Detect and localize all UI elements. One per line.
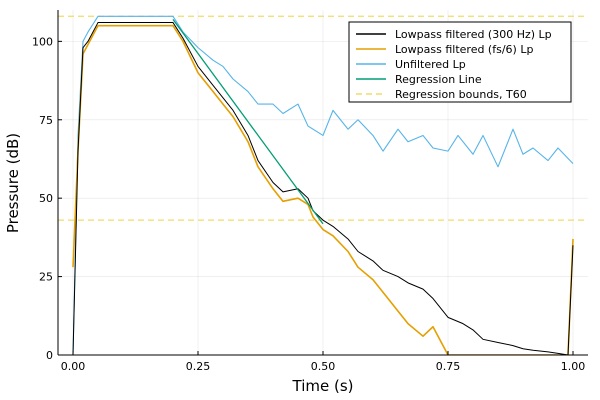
x-axis-label: Time (s)	[292, 377, 354, 395]
lowpass-300hz-line	[72, 22, 574, 355]
legend-entry-unfiltered: Unfiltered Lp	[356, 58, 466, 71]
x-tick-label: 0.00	[61, 360, 86, 373]
y-tick-label: 75	[39, 114, 53, 127]
legend: Lowpass filtered (300 Hz) Lp Lowpass filt…	[348, 21, 572, 103]
regression-line	[172, 19, 324, 225]
legend-box	[348, 21, 572, 103]
y-tick-label: 100	[32, 35, 53, 48]
x-tick-label: 0.25	[186, 360, 211, 373]
series-group	[58, 15, 588, 355]
plot-area	[58, 15, 588, 355]
legend-entry-lowpass-fs6: Lowpass filtered (fs/6) Lp	[356, 43, 533, 56]
legend-entry-regression-bounds: Regression bounds, T60	[356, 88, 527, 101]
x-tick-label: 0.75	[436, 360, 461, 373]
unfiltered-line	[72, 15, 574, 355]
y-ticks: 0 25 50 75 100	[32, 35, 62, 362]
x-ticks: 0.00 0.25 0.50 0.75 1.00	[61, 351, 586, 373]
legend-label: Lowpass filtered (fs/6) Lp	[395, 43, 533, 56]
legend-entry-regression-line: Regression Line	[356, 73, 482, 86]
legend-label: Regression Line	[395, 73, 482, 86]
y-tick-label: 25	[39, 271, 53, 284]
legend-label: Regression bounds, T60	[395, 88, 527, 101]
y-axis-label: Pressure (dB)	[4, 133, 22, 233]
legend-label: Lowpass filtered (300 Hz) Lp	[395, 28, 552, 41]
legend-entry-lowpass-300hz: Lowpass filtered (300 Hz) Lp	[356, 28, 552, 41]
y-tick-label: 0	[46, 349, 53, 362]
lowpass-fs6-line	[72, 24, 574, 355]
y-tick-label: 50	[39, 192, 53, 205]
x-tick-label: 1.00	[561, 360, 586, 373]
legend-label: Unfiltered Lp	[395, 58, 466, 71]
x-tick-label: 0.50	[311, 360, 336, 373]
